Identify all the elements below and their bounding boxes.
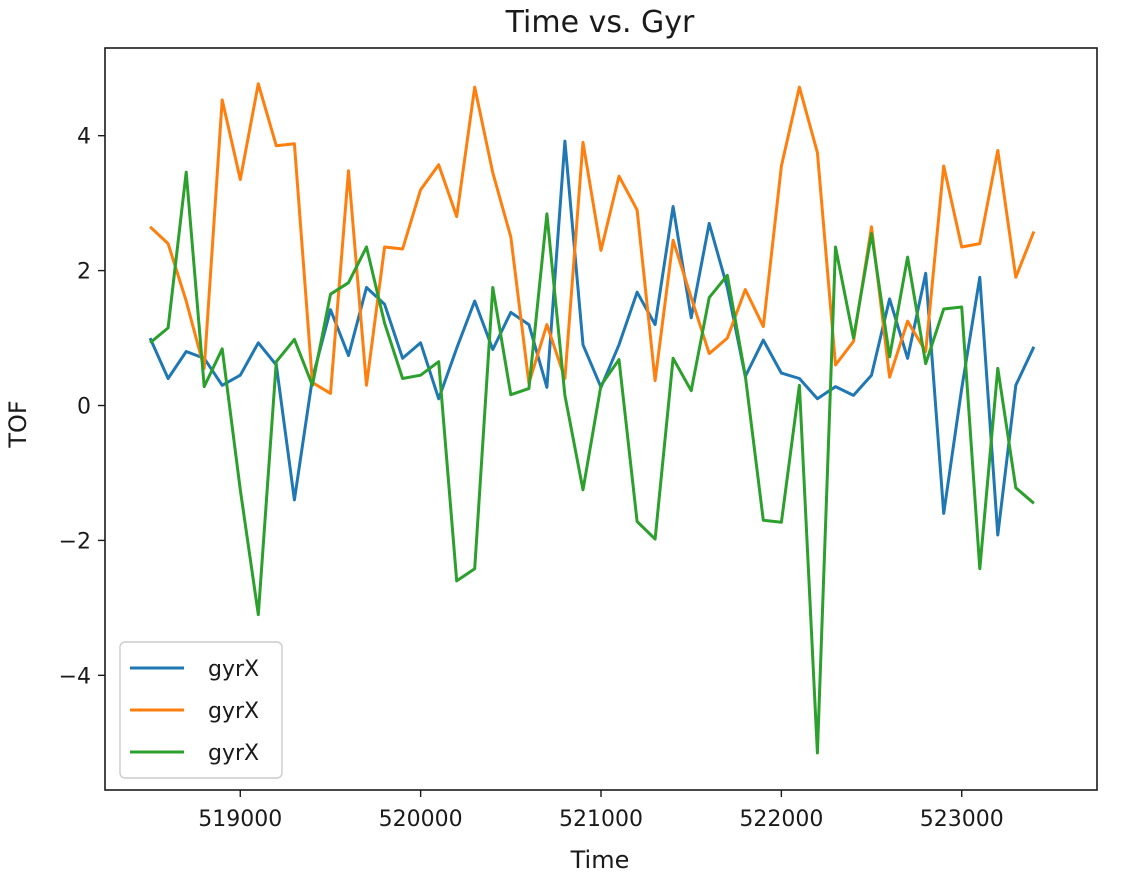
x-tick-label: 522000 bbox=[739, 807, 823, 832]
series-lines bbox=[148, 82, 1036, 755]
y-tick-label: 0 bbox=[77, 395, 91, 420]
series-line-1 bbox=[148, 139, 1036, 537]
plot-frame bbox=[104, 47, 1098, 791]
y-tick-label: −2 bbox=[59, 529, 91, 554]
y-tick-label: 2 bbox=[77, 260, 91, 285]
x-axis-label: Time bbox=[570, 846, 630, 874]
y-tick-label: −4 bbox=[59, 664, 91, 689]
y-axis-ticks: −4 −2 0 2 4 bbox=[59, 125, 105, 689]
legend-label: gyrX bbox=[208, 741, 259, 766]
x-tick-label: 519000 bbox=[198, 807, 282, 832]
series-line-3 bbox=[149, 170, 1035, 755]
legend-label: gyrX bbox=[208, 657, 259, 682]
y-axis-label: TOF bbox=[4, 400, 32, 448]
series-line-2 bbox=[149, 82, 1036, 395]
x-axis-ticks: 519000 520000 521000 522000 523000 bbox=[198, 790, 1004, 832]
legend-label: gyrX bbox=[208, 699, 259, 724]
x-tick-label: 521000 bbox=[559, 807, 643, 832]
x-tick-label: 523000 bbox=[920, 807, 1004, 832]
legend-box bbox=[119, 641, 283, 779]
y-tick-label: 4 bbox=[77, 125, 91, 150]
chart-title: Time vs. Gyr bbox=[505, 5, 695, 40]
legend: gyrX gyrX gyrX bbox=[119, 641, 283, 779]
x-tick-label: 520000 bbox=[379, 807, 463, 832]
